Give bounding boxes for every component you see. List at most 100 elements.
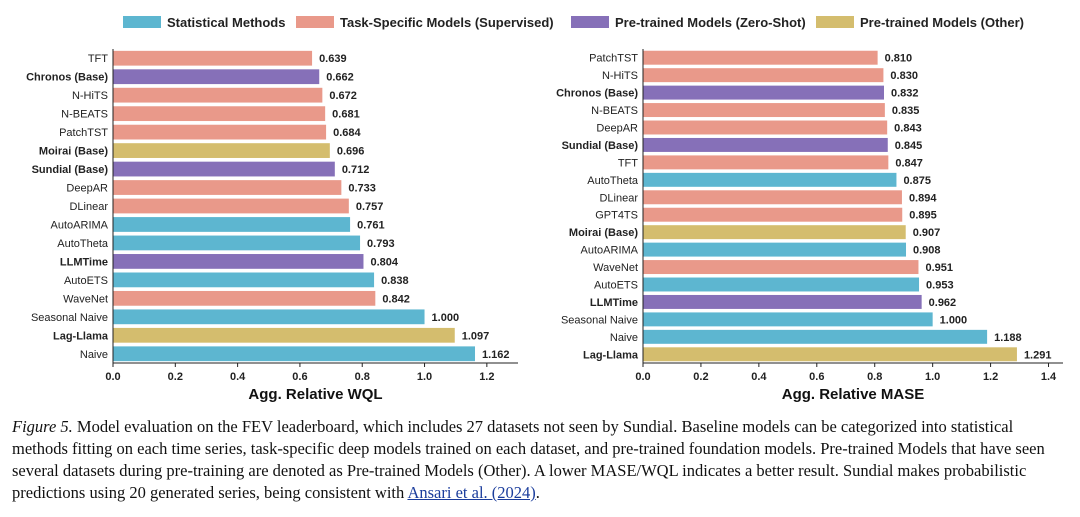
value-label: 0.875 <box>903 175 931 187</box>
value-label: 1.188 <box>994 332 1022 344</box>
x-tick-label: 1.0 <box>925 371 940 383</box>
legend-item-zeroshot: Pre-trained Models (Zero-Shot) <box>571 14 806 30</box>
figure-caption: Figure 5. Model evaluation on the FEV le… <box>12 416 1072 504</box>
legend-swatch-other <box>816 16 854 28</box>
category-label: Moirai (Base) <box>39 146 108 158</box>
value-label: 1.000 <box>940 314 968 326</box>
bar <box>643 225 906 240</box>
x-tick-label: 0.8 <box>355 371 370 383</box>
legend-label-statistical: Statistical Methods <box>167 14 286 30</box>
caption-end: . <box>535 483 540 502</box>
bar <box>113 290 376 306</box>
legend-item-statistical: Statistical Methods <box>123 14 285 30</box>
bar <box>643 329 988 344</box>
category-label: LLMTime <box>590 297 638 309</box>
bar <box>113 143 330 158</box>
caption-text: Model evaluation on the FEV leaderboard,… <box>12 417 1045 502</box>
bar <box>113 87 323 103</box>
category-label: TFT <box>88 53 108 65</box>
bar <box>643 207 903 222</box>
value-label: 1.162 <box>482 349 510 361</box>
category-label: AutoARIMA <box>51 219 109 231</box>
x-tick-label: 0.0 <box>105 371 120 383</box>
value-label: 0.843 <box>894 123 922 135</box>
bar <box>643 103 885 118</box>
category-label: AutoETS <box>594 280 638 292</box>
bar <box>113 235 361 251</box>
value-label: 0.832 <box>891 88 919 100</box>
bar <box>113 124 327 140</box>
category-label: WaveNet <box>593 262 638 274</box>
bar <box>643 260 919 275</box>
x-tick-label: 0.4 <box>230 371 246 383</box>
bar <box>113 180 342 195</box>
category-label: AutoTheta <box>587 175 639 187</box>
value-label: 0.953 <box>926 280 954 292</box>
value-label: 0.662 <box>326 72 354 84</box>
value-label: 0.895 <box>909 210 937 222</box>
bar <box>113 198 349 214</box>
bar <box>643 242 907 257</box>
x-tick-label: 1.4 <box>1041 371 1057 383</box>
value-label: 0.810 <box>885 53 913 65</box>
legend-item-supervised: Task-Specific Models (Supervised) <box>296 14 554 30</box>
x-tick-label: 0.6 <box>292 371 307 383</box>
wql-bar-chart: TFT 0.639 Chronos (Base) 0.662 N-HiTS 0.672 N-… <box>26 49 518 403</box>
value-label: 0.684 <box>333 127 361 139</box>
bar <box>643 190 902 205</box>
value-label: 0.733 <box>348 183 376 195</box>
category-label: DeepAR <box>66 183 108 195</box>
bar <box>113 69 320 85</box>
bar <box>643 155 889 170</box>
category-label: AutoTheta <box>57 238 109 250</box>
category-label: PatchTST <box>589 53 638 65</box>
value-label: 0.842 <box>382 293 410 305</box>
legend-swatch-supervised <box>296 16 334 28</box>
value-label: 1.000 <box>432 312 460 324</box>
category-label: Seasonal Naive <box>31 312 108 324</box>
value-label: 0.845 <box>895 140 923 152</box>
bar <box>643 137 888 152</box>
category-label: WaveNet <box>63 293 108 305</box>
caption-citation-link[interactable]: Ansari et al. (2024) <box>407 483 536 502</box>
bar <box>643 120 888 135</box>
category-label: LLMTime <box>60 256 108 268</box>
category-label: DLinear <box>69 201 108 213</box>
x-axis-title: Agg. Relative MASE <box>782 386 925 403</box>
bar <box>643 294 922 309</box>
category-label: Moirai (Base) <box>569 227 638 239</box>
value-label: 1.291 <box>1024 349 1052 361</box>
value-label: 0.696 <box>337 146 365 158</box>
value-label: 0.838 <box>381 275 409 287</box>
value-label: 0.908 <box>913 245 941 257</box>
legend-label-zeroshot: Pre-trained Models (Zero-Shot) <box>615 14 806 30</box>
value-label: 0.793 <box>367 238 395 250</box>
value-label: 0.830 <box>890 70 918 82</box>
category-label: Lag-Llama <box>53 330 109 342</box>
category-label: DeepAR <box>596 123 638 135</box>
value-label: 0.672 <box>329 90 357 102</box>
value-label: 0.804 <box>370 256 398 268</box>
x-tick-label: 0.4 <box>751 371 767 383</box>
category-label: PatchTST <box>59 127 108 139</box>
category-label: TFT <box>618 157 638 169</box>
x-tick-label: 1.2 <box>983 371 998 383</box>
bar <box>113 254 364 269</box>
bar <box>113 327 455 343</box>
category-label: GPT4TS <box>595 210 638 222</box>
value-label: 0.681 <box>332 109 360 121</box>
legend-swatch-zeroshot <box>571 16 609 28</box>
x-tick-label: 0.6 <box>809 371 824 383</box>
bar <box>113 346 476 362</box>
bar <box>113 272 375 288</box>
value-label: 0.835 <box>892 105 920 117</box>
bar <box>643 312 933 327</box>
value-label: 0.907 <box>913 227 941 239</box>
x-tick-label: 1.2 <box>479 371 494 383</box>
category-label: DLinear <box>599 192 638 204</box>
x-tick-label: 0.0 <box>635 371 650 383</box>
value-label: 0.757 <box>356 201 384 213</box>
value-label: 0.962 <box>929 297 957 309</box>
category-label: N-HiTS <box>602 70 638 82</box>
legend-swatch-statistical <box>123 16 161 28</box>
